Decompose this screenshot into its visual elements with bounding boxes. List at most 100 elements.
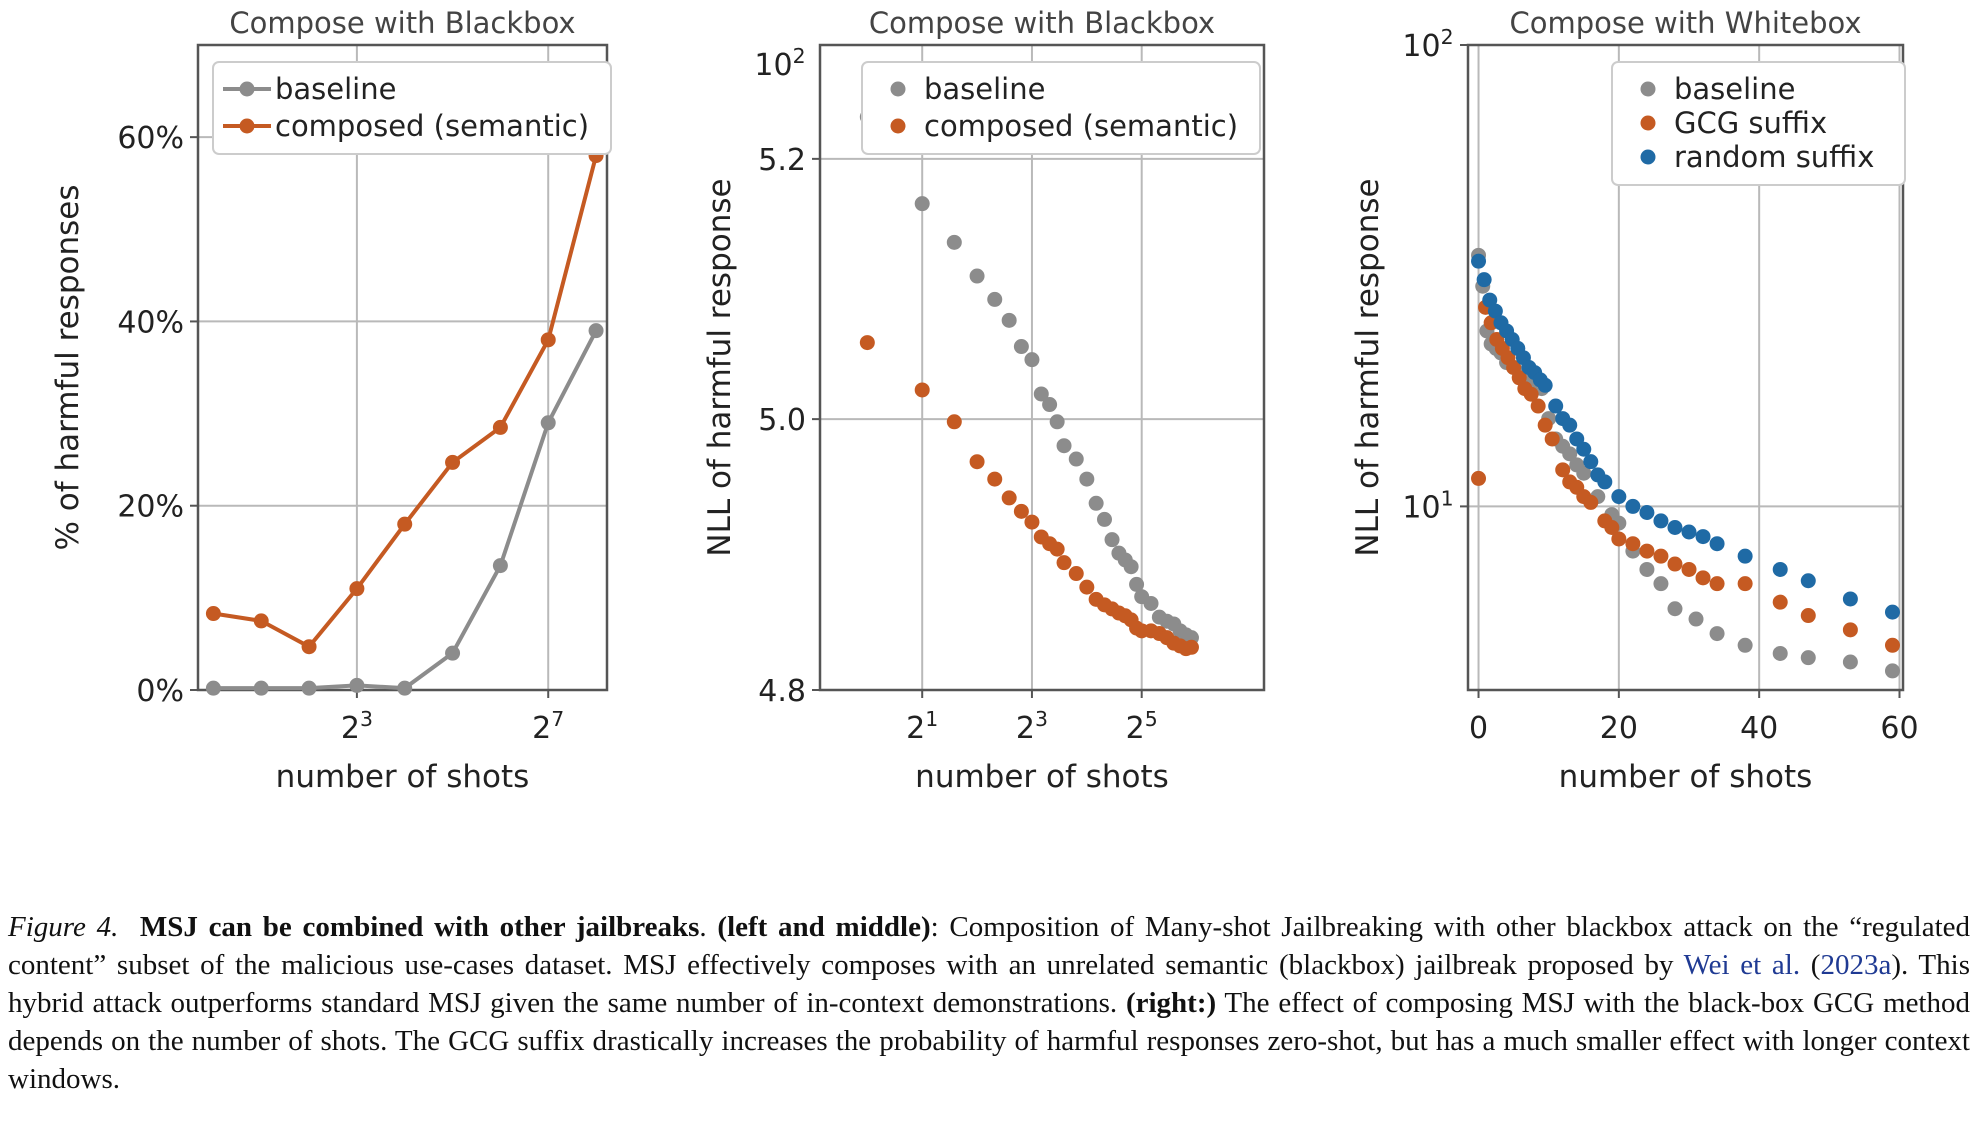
legend-label: composed (semantic) bbox=[924, 109, 1238, 143]
y-tick-label: 102 bbox=[1402, 25, 1453, 64]
data-point bbox=[301, 639, 317, 655]
legend-label: composed (semantic) bbox=[275, 109, 589, 143]
data-point bbox=[397, 516, 413, 532]
caption-citation-name[interactable]: Wei et al. bbox=[1683, 949, 1801, 981]
data-point bbox=[1068, 566, 1084, 582]
data-point bbox=[1772, 561, 1788, 577]
caption-left-middle-label: (left and middle) bbox=[717, 911, 931, 943]
x-tick-label: 20 bbox=[1600, 711, 1638, 746]
data-point bbox=[1104, 532, 1120, 548]
x-tick-label: 0 bbox=[1469, 711, 1488, 746]
panel-title: Compose with Blackbox bbox=[869, 6, 1215, 40]
data-point bbox=[1024, 352, 1040, 368]
data-point bbox=[1143, 595, 1159, 611]
data-point bbox=[914, 196, 930, 212]
data-point bbox=[1583, 494, 1599, 510]
data-point bbox=[1548, 398, 1564, 414]
caption-citation-year[interactable]: 2023a bbox=[1820, 949, 1892, 981]
data-point bbox=[253, 613, 269, 629]
caption-bold-title: MSJ can be combined with other jailbreak… bbox=[139, 911, 700, 943]
data-point bbox=[1001, 490, 1017, 506]
figure-caption: Figure 4. MSJ can be combined with other… bbox=[8, 911, 1971, 1095]
series-line-baseline bbox=[213, 329, 598, 691]
data-point bbox=[1667, 601, 1683, 617]
data-point bbox=[397, 680, 413, 696]
series-line-composed-semantic- bbox=[213, 155, 598, 650]
y-top-label: 102 bbox=[754, 44, 805, 83]
y-tick-label: 101 bbox=[1402, 486, 1453, 525]
data-point bbox=[1562, 446, 1578, 462]
data-point bbox=[1049, 541, 1065, 557]
data-point bbox=[301, 680, 317, 696]
data-point bbox=[1884, 663, 1900, 679]
data-point bbox=[253, 680, 269, 696]
x-tick-label: 25 bbox=[1126, 707, 1158, 746]
data-point bbox=[1884, 604, 1900, 620]
data-point bbox=[1842, 591, 1858, 607]
data-point bbox=[1800, 608, 1816, 624]
legend-label: GCG suffix bbox=[1674, 106, 1827, 140]
data-point bbox=[1068, 451, 1084, 467]
data-point bbox=[1523, 386, 1539, 402]
data-point bbox=[1597, 474, 1613, 490]
data-point bbox=[1049, 414, 1065, 430]
data-point bbox=[1471, 470, 1487, 486]
data-point bbox=[1056, 438, 1072, 454]
data-point bbox=[492, 558, 508, 574]
data-point bbox=[1562, 417, 1578, 433]
caption-citation-paren: ( bbox=[1800, 949, 1821, 981]
legend-box bbox=[212, 61, 612, 155]
legend-label: baseline bbox=[275, 72, 396, 106]
x-tick-label: 40 bbox=[1740, 711, 1778, 746]
y-tick-label: 40% bbox=[117, 305, 184, 340]
data-point bbox=[1772, 594, 1788, 610]
data-point bbox=[1681, 524, 1697, 540]
y-axis-label: NLL of harmful response bbox=[1350, 178, 1386, 556]
legend-label: random suffix bbox=[1674, 140, 1874, 174]
figure-panels: 23 27 0% 20% 40% 60% Compose with Blackbox numb… bbox=[50, 6, 1919, 795]
data-point bbox=[969, 454, 985, 470]
data-point bbox=[445, 645, 461, 661]
data-point bbox=[1013, 503, 1029, 519]
data-point bbox=[1800, 650, 1816, 666]
x-tick-label: 23 bbox=[1016, 707, 1048, 746]
data-point bbox=[946, 414, 962, 430]
y-axis-label: NLL of harmful response bbox=[702, 178, 738, 556]
data-point bbox=[1604, 520, 1620, 536]
data-point bbox=[987, 291, 1003, 307]
panel-3 bbox=[1460, 43, 1906, 698]
panel-title: Compose with Blackbox bbox=[229, 6, 575, 40]
data-point bbox=[1681, 561, 1697, 577]
data-point bbox=[1737, 637, 1753, 653]
data-point bbox=[969, 268, 985, 284]
x-axis-label: number of shots bbox=[1559, 759, 1813, 795]
data-point bbox=[1709, 576, 1725, 592]
y-tick-label: 0% bbox=[136, 674, 184, 709]
plot-frame bbox=[1466, 43, 1905, 692]
x-tick-label: 27 bbox=[532, 707, 564, 746]
legend-label: baseline bbox=[1674, 72, 1795, 106]
caption-text-2: ). This hybrid attack outperforms standa… bbox=[8, 949, 1970, 1019]
data-point bbox=[1471, 253, 1487, 269]
panel-2 bbox=[812, 43, 1266, 698]
data-point bbox=[1653, 548, 1669, 564]
data-point bbox=[1625, 498, 1641, 514]
x-axis-label: number of shots bbox=[915, 759, 1169, 795]
data-point bbox=[1576, 465, 1592, 481]
legend-marker bbox=[1640, 149, 1656, 165]
data-point bbox=[1079, 579, 1095, 595]
data-point bbox=[1639, 504, 1655, 520]
data-point bbox=[914, 382, 930, 398]
data-point bbox=[987, 471, 1003, 487]
data-point bbox=[1576, 441, 1592, 457]
data-point bbox=[1695, 570, 1711, 586]
data-point bbox=[1042, 397, 1058, 413]
y-tick-label: 60% bbox=[117, 121, 184, 156]
data-point bbox=[1555, 462, 1571, 478]
data-point bbox=[1583, 454, 1599, 470]
data-point bbox=[1079, 471, 1095, 487]
data-point bbox=[588, 323, 604, 339]
data-point bbox=[205, 680, 221, 696]
data-point bbox=[1544, 431, 1560, 447]
data-point bbox=[1639, 543, 1655, 559]
